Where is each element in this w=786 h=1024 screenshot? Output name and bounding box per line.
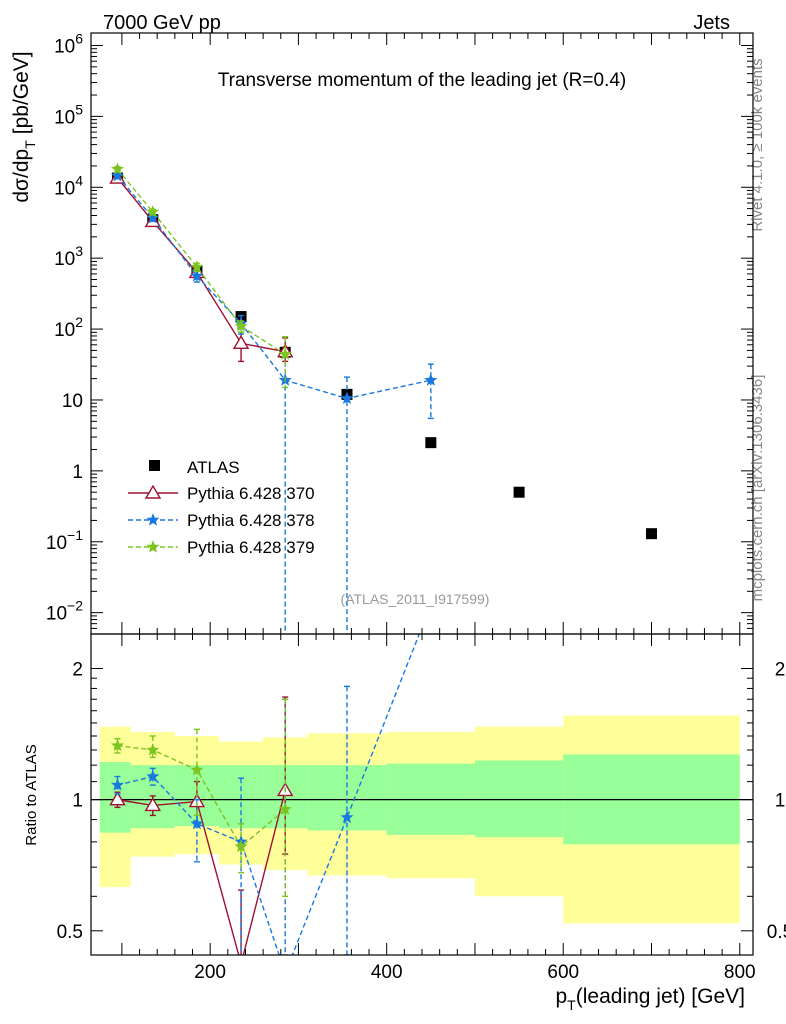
analysis-tag: (ATLAS_2011_I917599)	[341, 591, 490, 607]
ratio-marker	[111, 738, 124, 752]
series-marker	[146, 205, 160, 218]
series-line	[116, 168, 286, 355]
y-axis-label: dσ/dpT [pb/GeV]	[10, 51, 38, 202]
ratio-marker	[234, 957, 248, 969]
series-marker	[340, 391, 354, 404]
x-axis-label-rest: (leading jet) [GeV]	[576, 985, 745, 1008]
x-tick-label: 600	[547, 962, 579, 983]
y-axis-label-sub: T	[22, 140, 38, 149]
legend-series-label: Pythia 6.428 379	[187, 538, 315, 557]
ratio-marker	[234, 839, 248, 853]
series-marker	[190, 260, 204, 273]
legend-series-label: Pythia 6.428 370	[187, 484, 315, 503]
ratio-marker	[111, 778, 124, 791]
ratio-band-1sigma	[474, 760, 564, 838]
series-marker	[111, 168, 124, 182]
y-tick-label: 10−2	[46, 598, 83, 625]
legend-series-marker	[146, 513, 160, 526]
y-tick-label: 105	[54, 101, 83, 128]
legend-series-marker	[144, 484, 162, 499]
data-point	[425, 437, 437, 449]
series-marker	[234, 319, 248, 332]
y-tick-label: 10	[62, 391, 83, 412]
ratio-marker	[278, 802, 292, 815]
data-point	[645, 528, 657, 540]
x-axis-label-main: p	[555, 985, 567, 1008]
chart-title: Transverse momentum of the leading jet (…	[218, 70, 627, 91]
ratio-marker	[190, 763, 204, 776]
header-energy-label: 7000 GeV pp	[103, 12, 221, 34]
y-tick-label: 10−1	[46, 527, 83, 554]
ratio-tick-label-left: 2	[72, 659, 83, 680]
legend-series-marker	[146, 540, 160, 553]
x-tick-label: 200	[194, 962, 226, 983]
y-axis-label-unit: [pb/GeV]	[10, 51, 33, 134]
y-axis-label-main: dσ/dp	[10, 149, 33, 203]
y-tick-label: 106	[54, 30, 83, 57]
ratio-marker	[109, 791, 126, 806]
x-tick-label: 400	[371, 962, 403, 983]
ratio-axis-label: Ratio to ATLAS	[23, 744, 40, 845]
ratio-marker	[280, 967, 291, 978]
x-tick-label: 800	[724, 962, 756, 983]
y-tick-label: 104	[54, 172, 83, 199]
legend-series-label: Pythia 6.428 378	[187, 511, 315, 530]
mcplots-label: mcplots.cern.ch [arXiv:1306.3436]	[749, 375, 766, 602]
ratio-marker	[146, 769, 160, 783]
y-tick-label: 103	[54, 243, 83, 270]
ratio-tick-label-right: 0.5	[767, 922, 786, 943]
ratio-tick-label-left: 1	[72, 791, 83, 812]
x-axis-label: pT(leading jet) [GeV]	[555, 985, 745, 1013]
y-tick-label: 1	[72, 462, 83, 483]
series-marker	[278, 347, 292, 360]
legend-atlas-marker	[149, 460, 160, 471]
ratio-marker	[146, 743, 160, 756]
ratio-tick-label-right: 2	[775, 659, 786, 680]
header-jets-label: Jets	[693, 12, 730, 34]
series-marker	[190, 269, 204, 282]
legend-atlas-label: ATLAS	[187, 458, 240, 477]
ratio-tick-label-left: 0.5	[57, 922, 83, 943]
ratio-marker	[190, 816, 204, 830]
series-marker	[111, 162, 124, 175]
ratio-marker	[340, 810, 354, 824]
data-point	[513, 486, 525, 498]
series-marker	[232, 334, 250, 349]
series-marker	[424, 373, 438, 386]
ratio-tick-label-right: 1	[775, 791, 786, 812]
ratio-marker	[144, 797, 162, 812]
y-tick-label: 102	[54, 314, 83, 341]
series-marker	[146, 211, 160, 224]
x-axis-label-sub: T	[567, 997, 576, 1013]
series-line	[116, 175, 431, 400]
